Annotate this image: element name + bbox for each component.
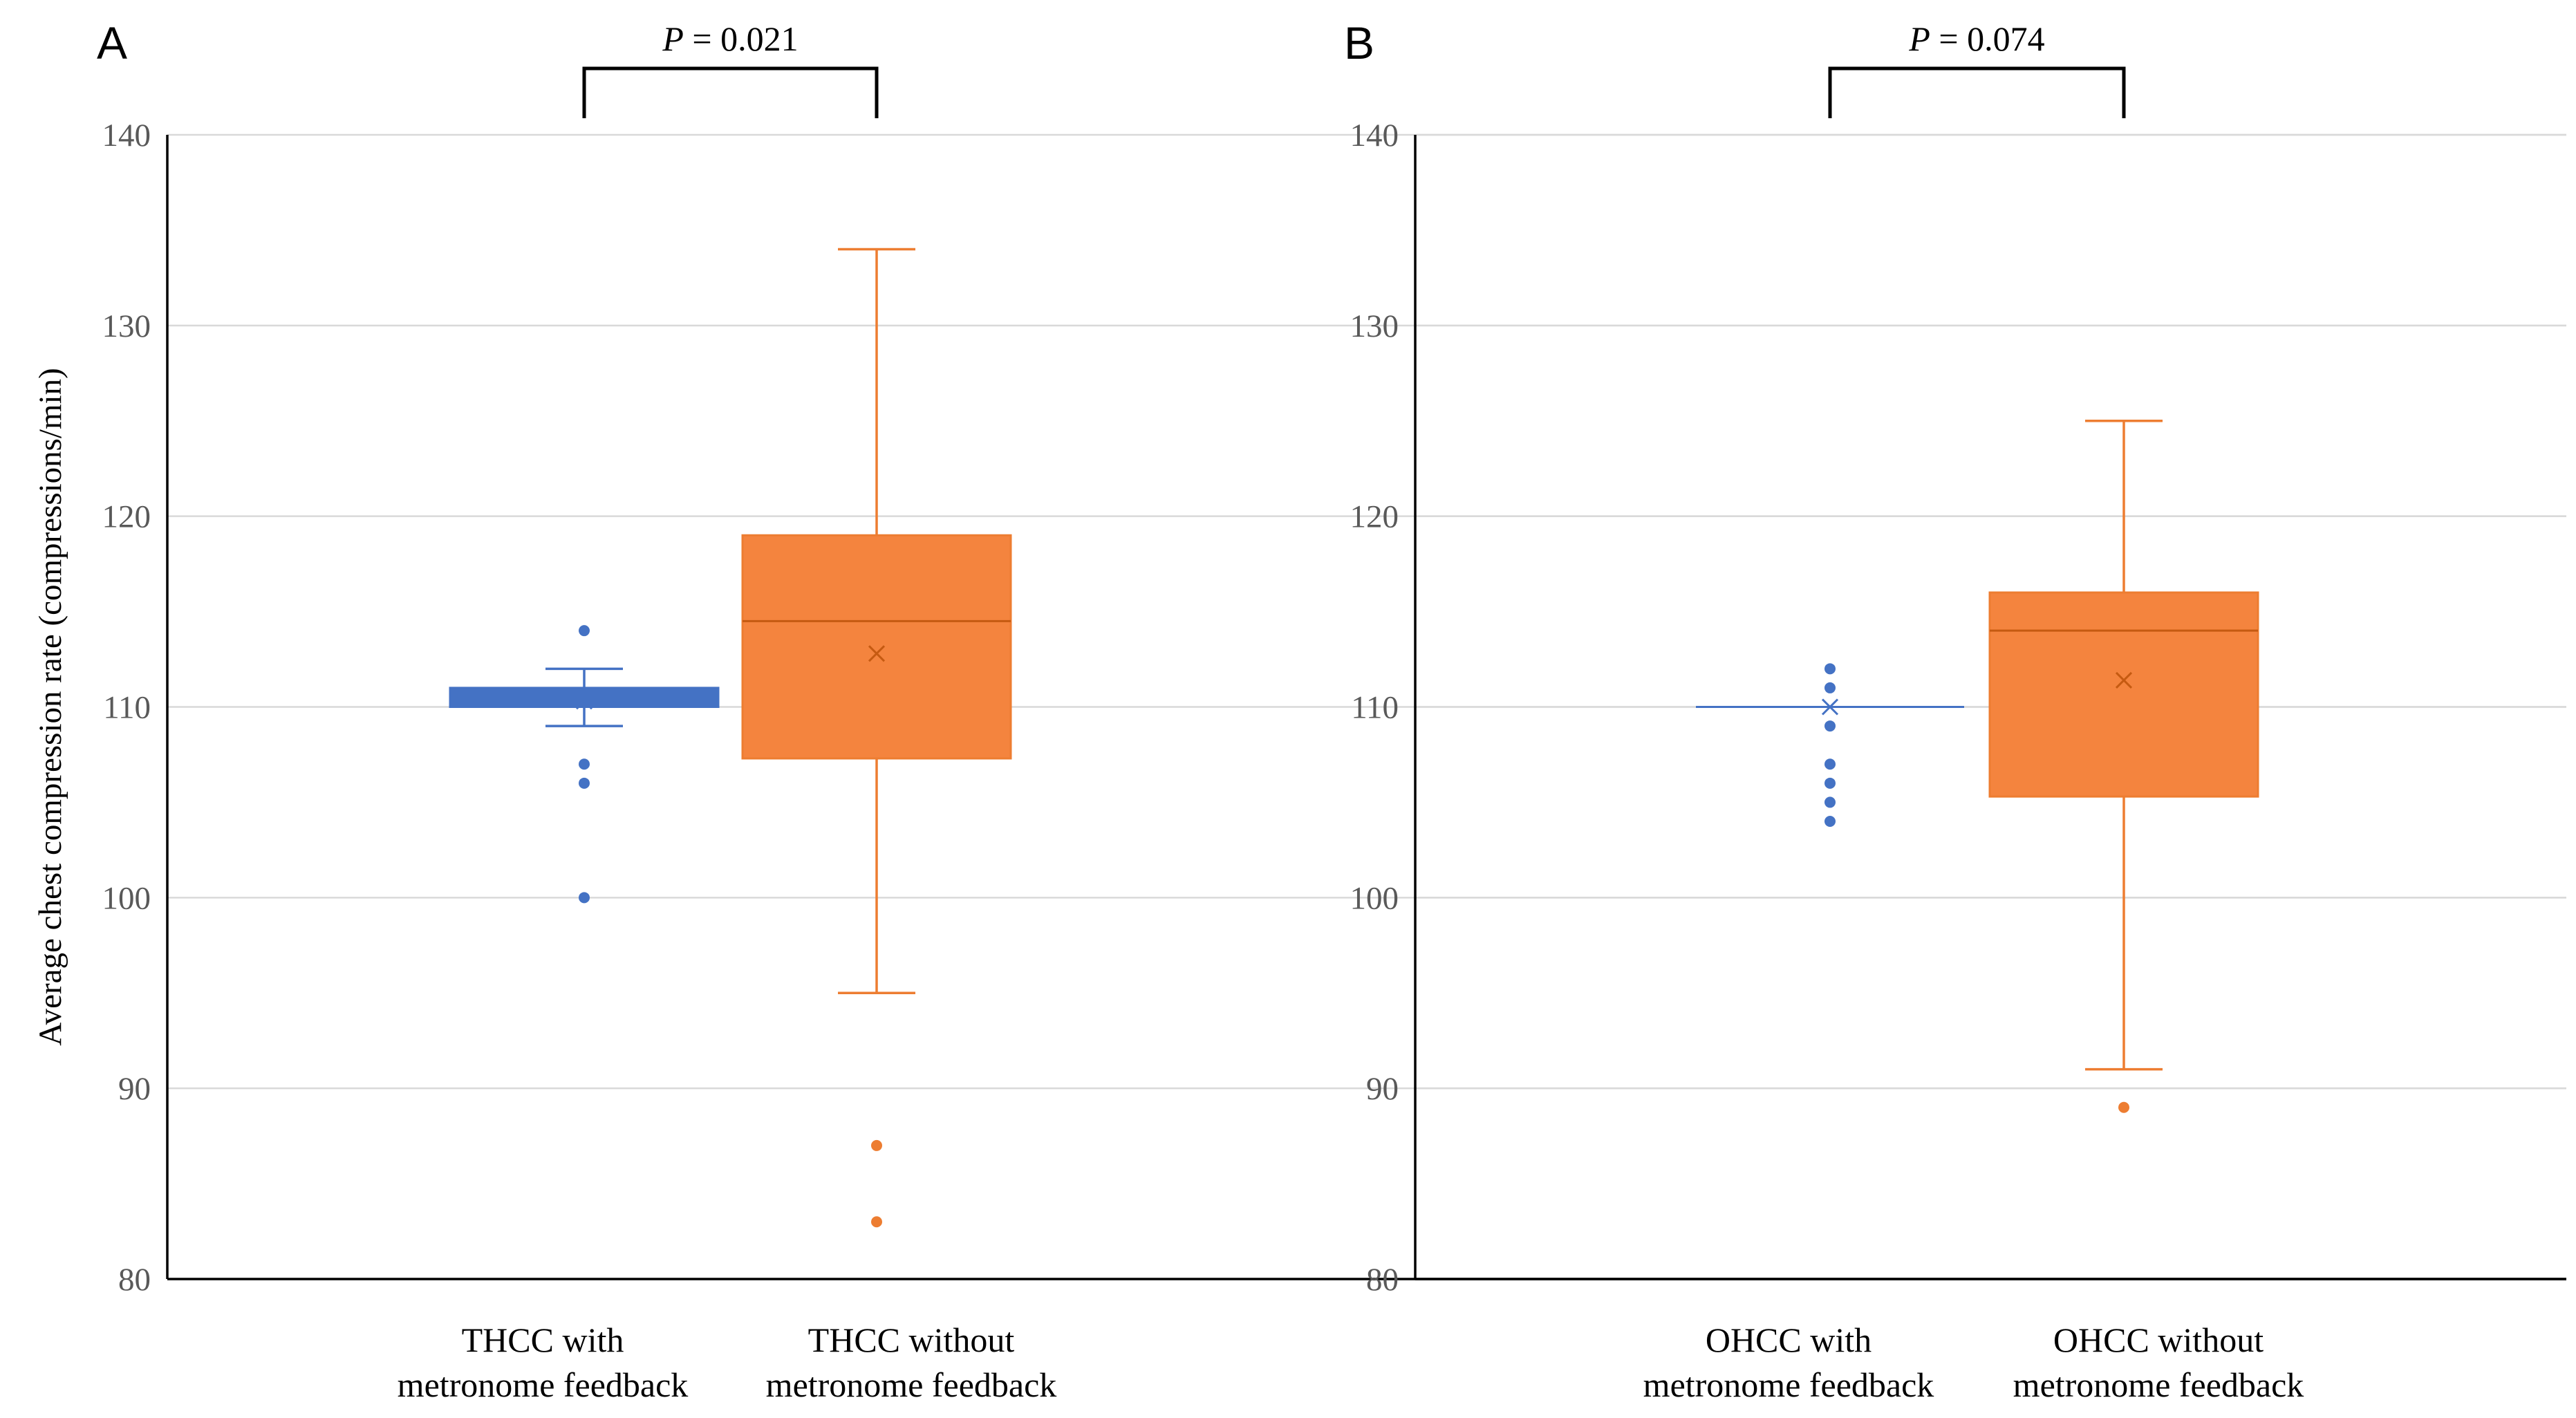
y-tick-label: 120 xyxy=(1350,499,1399,535)
series-box-2 xyxy=(1988,420,2259,1113)
category-label: OHCC without xyxy=(2053,1321,2264,1359)
iqr-box xyxy=(449,687,720,709)
category-label: metronome feedback xyxy=(2013,1365,2304,1404)
outlier-point xyxy=(1824,663,1836,675)
outlier-point xyxy=(871,1139,882,1151)
outlier-point xyxy=(1824,682,1836,693)
outlier-point xyxy=(579,892,590,904)
category-label: THCC without xyxy=(808,1321,1015,1359)
y-tick-label: 140 xyxy=(1350,118,1399,153)
outlier-point xyxy=(1824,796,1836,808)
mean-marker xyxy=(1821,698,1839,716)
outlier-point xyxy=(579,777,590,789)
outlier-point xyxy=(1824,816,1836,827)
category-label: metronome feedback xyxy=(766,1365,1057,1404)
y-axis-label: Average chest compression rate (compress… xyxy=(32,368,68,1046)
p-value-label: P = 0.074 xyxy=(1908,19,2044,58)
outlier-point xyxy=(1824,720,1836,732)
y-tick-label: 130 xyxy=(102,308,151,344)
series-box-1 xyxy=(449,625,720,904)
iqr-box xyxy=(1988,591,2259,798)
category-label: metronome feedback xyxy=(398,1365,689,1404)
panel-letter: B xyxy=(1344,17,1374,68)
panel-b: B 80 90 100 110 120 130 140 P = 0.074 OHCC with me… xyxy=(1344,17,2566,1404)
outlier-point xyxy=(1824,777,1836,789)
mean-marker xyxy=(2115,671,2133,689)
outlier-point xyxy=(579,625,590,637)
significance-bracket xyxy=(582,66,879,118)
mean-marker xyxy=(575,693,593,710)
y-tick-label: 110 xyxy=(1351,690,1399,726)
y-tick-label: 100 xyxy=(102,880,151,916)
outlier-point xyxy=(1824,758,1836,770)
y-tick-label: 110 xyxy=(103,690,151,726)
category-label: THCC with xyxy=(462,1321,624,1359)
series-box-1 xyxy=(1696,663,1964,827)
significance-bracket xyxy=(1828,66,2126,118)
y-tick-label: 100 xyxy=(1350,880,1399,916)
y-tick-label: 80 xyxy=(1366,1262,1399,1298)
iqr-box xyxy=(741,534,1012,760)
y-tick-label: 130 xyxy=(1350,308,1399,344)
y-tick-label: 90 xyxy=(1366,1071,1399,1107)
outlier-point xyxy=(871,1216,882,1228)
mean-marker xyxy=(868,645,886,662)
p-value-label: P = 0.021 xyxy=(662,19,798,58)
y-tick-label: 120 xyxy=(102,499,151,535)
y-tick-label: 90 xyxy=(118,1071,151,1107)
y-tick-label: 80 xyxy=(118,1262,151,1298)
outlier-point xyxy=(579,758,590,770)
outlier-point xyxy=(2118,1101,2129,1113)
panel-letter: A xyxy=(97,17,127,68)
y-tick-label: 140 xyxy=(102,118,151,153)
category-label: OHCC with xyxy=(1706,1321,1872,1359)
series-box-2 xyxy=(741,248,1012,1228)
category-label: metronome feedback xyxy=(1643,1365,1934,1404)
